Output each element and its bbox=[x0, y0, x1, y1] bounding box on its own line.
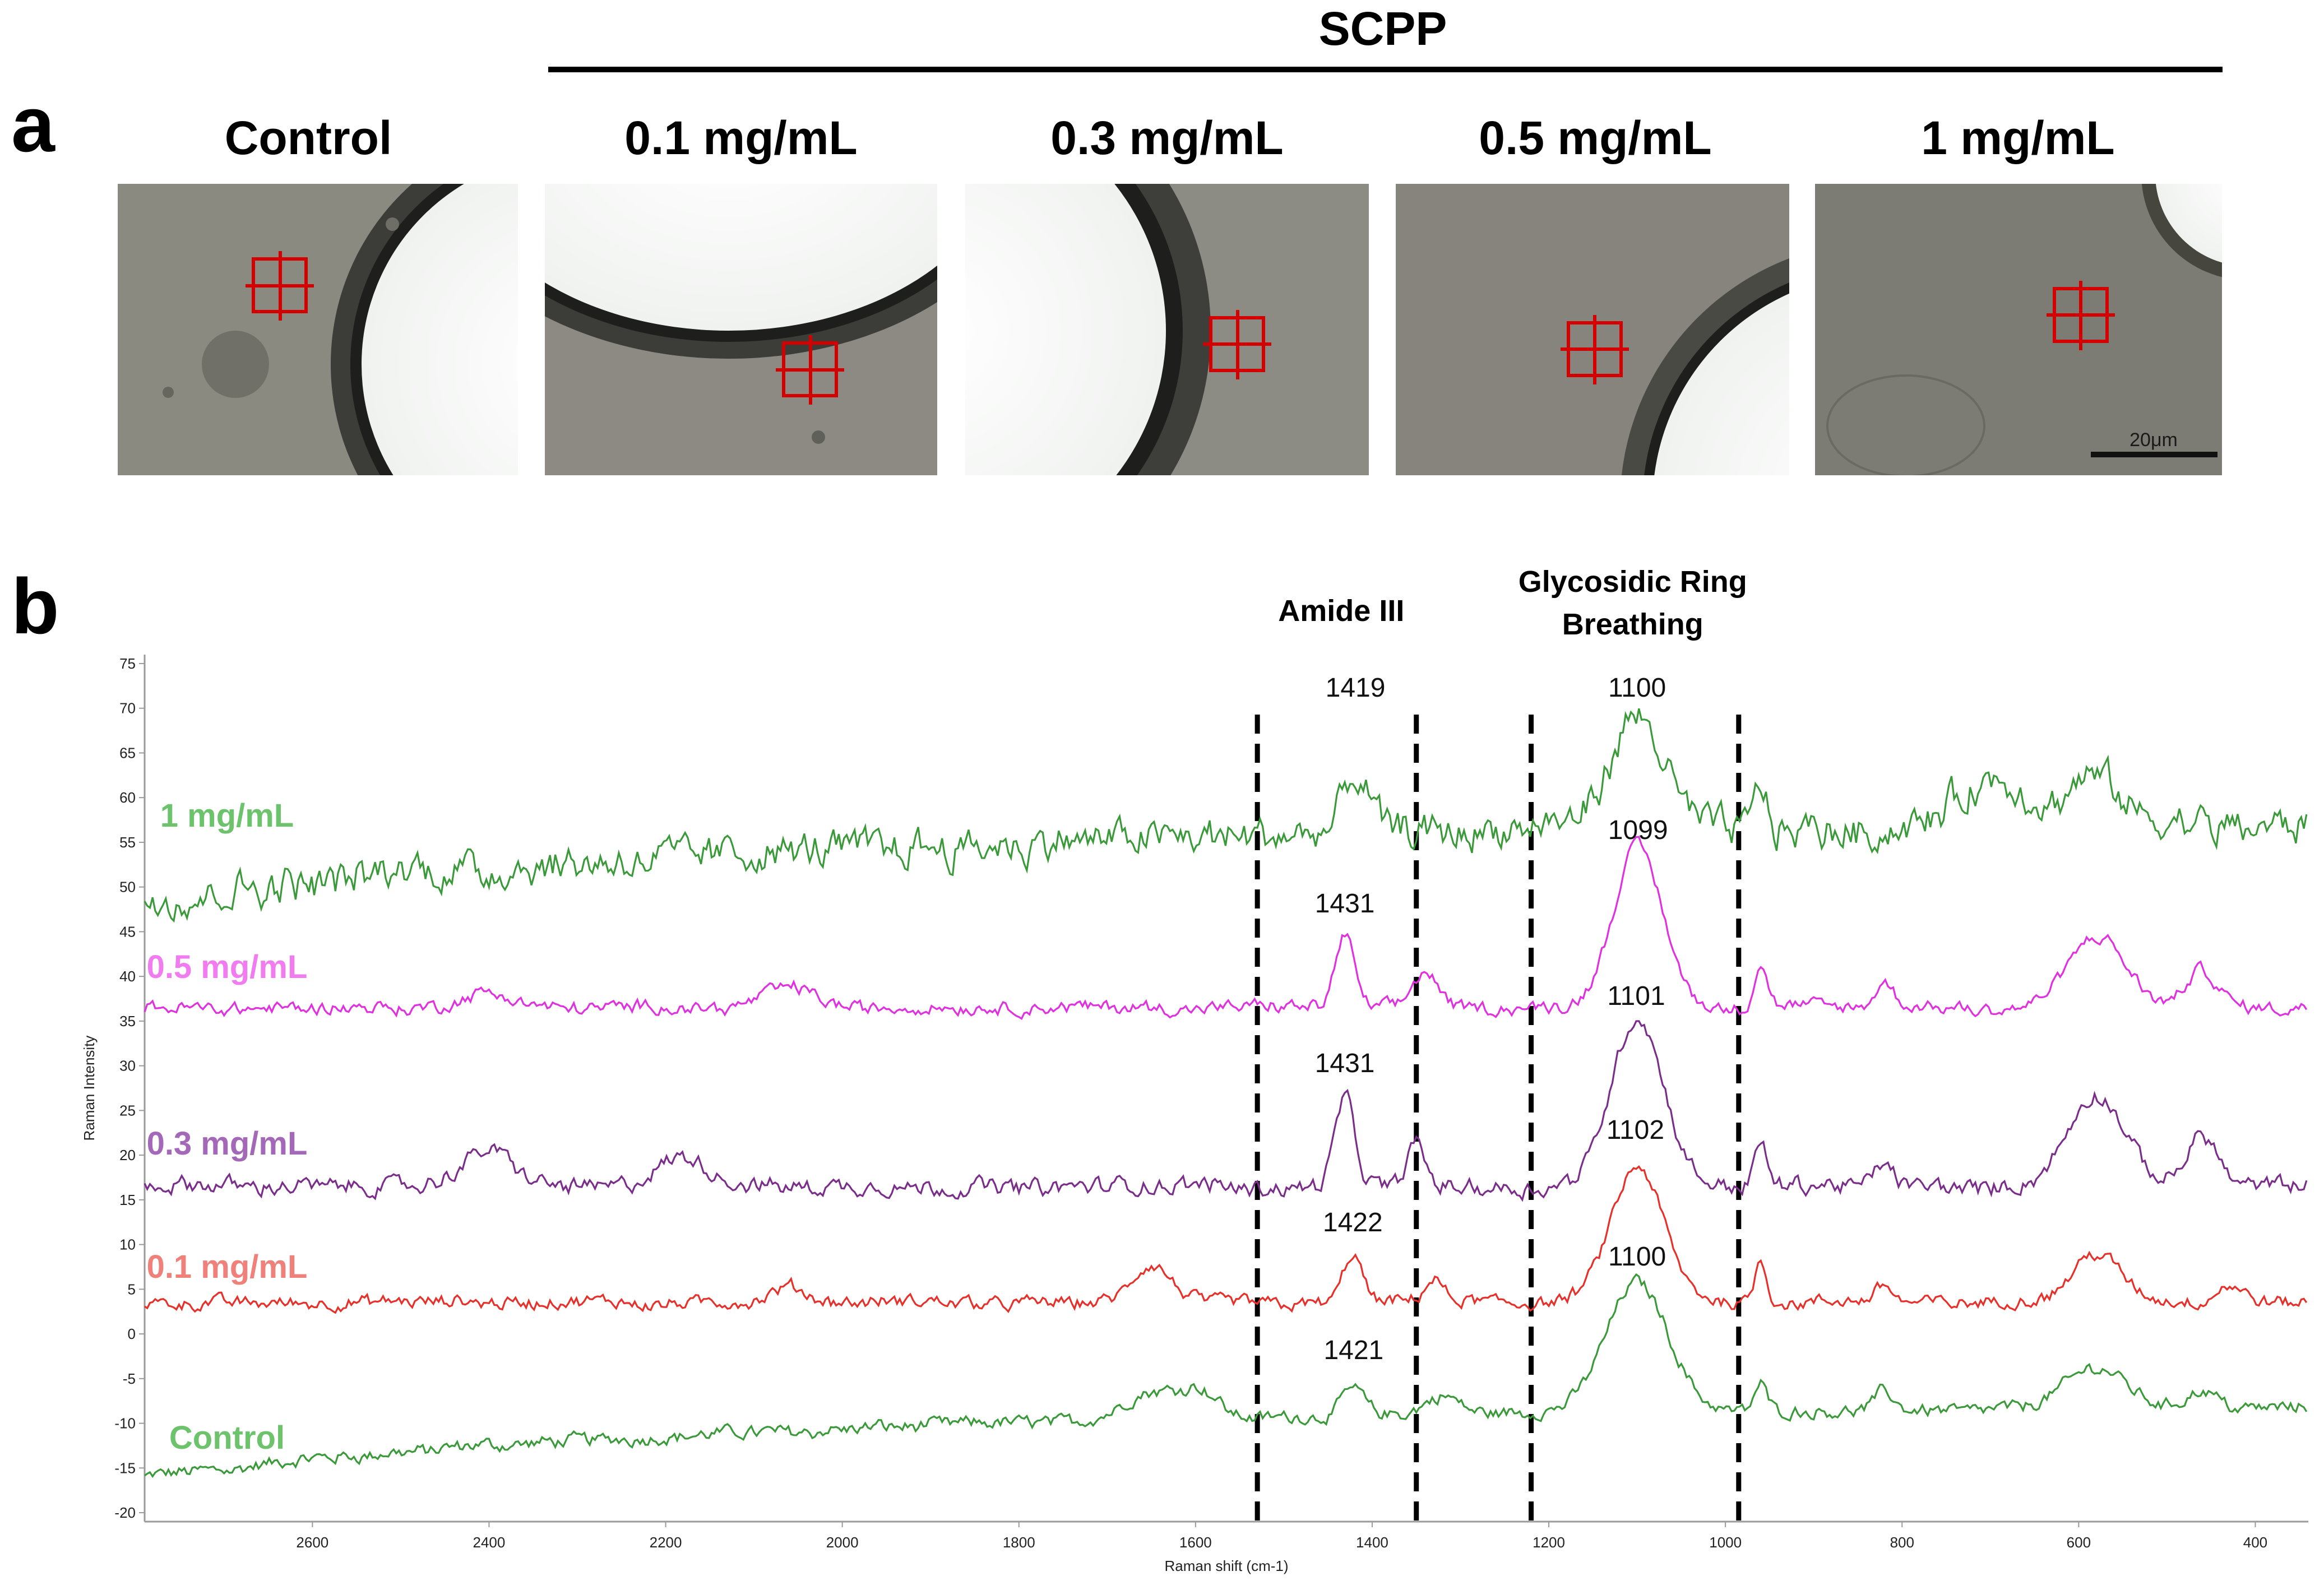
peak-annotation: 1431 bbox=[1315, 889, 1375, 919]
amide-iii-label: Amide III bbox=[1278, 594, 1404, 628]
y-tick-label: 35 bbox=[119, 1013, 136, 1030]
y-tick-label: -15 bbox=[114, 1459, 136, 1476]
crosshair-1 bbox=[2047, 281, 2115, 350]
micrograph-0-5 bbox=[1396, 184, 1789, 475]
panel-a-label: a bbox=[11, 80, 55, 168]
x-tick-label: 2400 bbox=[473, 1534, 506, 1551]
scpp-label: SCPP bbox=[1319, 2, 1447, 55]
glycosidic-ring-label: Glycosidic Ring bbox=[1519, 565, 1747, 599]
series-line bbox=[144, 1165, 2308, 1314]
x-tick-label: 1800 bbox=[1003, 1534, 1035, 1551]
crosshair-0-5 bbox=[1561, 315, 1629, 384]
image-label-0-5: 0.5 mg/mL bbox=[1479, 112, 1711, 164]
y-axis-label: Raman Intensity bbox=[81, 1036, 98, 1141]
breathing-label: Breathing bbox=[1562, 608, 1703, 641]
peak-annotation: 1421 bbox=[1323, 1336, 1383, 1365]
panel-b-label: b bbox=[11, 562, 59, 650]
y-tick-label: 45 bbox=[119, 923, 136, 940]
series-label: 1 mg/mL bbox=[160, 798, 294, 834]
y-tick-label: 20 bbox=[119, 1147, 136, 1163]
series-line bbox=[143, 1020, 2308, 1202]
y-tick-label: 50 bbox=[119, 879, 136, 896]
y-tick-label: 25 bbox=[119, 1102, 136, 1119]
y-tick-label: 55 bbox=[119, 834, 136, 851]
x-tick-label: 1200 bbox=[1533, 1534, 1565, 1551]
x-tick-label: 600 bbox=[2067, 1534, 2091, 1551]
series-label: Control bbox=[169, 1420, 285, 1456]
x-tick-label: 400 bbox=[2243, 1534, 2267, 1551]
x-tick-label: 1000 bbox=[1709, 1534, 1742, 1551]
micrograph-1: 20μm bbox=[1815, 184, 2222, 475]
peak-annotation: 1100 bbox=[1608, 1242, 1666, 1272]
y-tick-label: 30 bbox=[119, 1058, 136, 1074]
y-tick-label: 0 bbox=[128, 1325, 136, 1342]
x-axis-label: Raman shift (cm-1) bbox=[1164, 1557, 1288, 1574]
y-tick-label: 15 bbox=[119, 1192, 136, 1208]
y-tick-label: 70 bbox=[119, 700, 136, 717]
y-tick-label: 60 bbox=[119, 789, 136, 806]
y-tick-label: 65 bbox=[119, 744, 136, 761]
series-line bbox=[143, 708, 2308, 923]
y-tick-label: -5 bbox=[123, 1370, 136, 1387]
series-label: 0.1 mg/mL bbox=[147, 1249, 308, 1285]
raman-chart: 757065605550454035302520151050-5-10-15-2… bbox=[81, 565, 2308, 1574]
image-label-1: 1 mg/mL bbox=[1921, 112, 2114, 164]
y-tick-label: 5 bbox=[128, 1281, 136, 1297]
image-label-0-3: 0.3 mg/mL bbox=[1050, 112, 1283, 164]
peak-annotation: 1422 bbox=[1323, 1208, 1383, 1237]
y-tick-label: 40 bbox=[119, 968, 136, 985]
series-line bbox=[143, 836, 2308, 1021]
x-tick-label: 2000 bbox=[826, 1534, 859, 1551]
micrograph-0-1 bbox=[545, 184, 937, 475]
crosshair-0-3 bbox=[1203, 310, 1271, 379]
crosshair-control bbox=[246, 251, 314, 321]
peak-annotation: 1419 bbox=[1326, 673, 1386, 703]
series-label: 0.3 mg/mL bbox=[147, 1125, 308, 1162]
peak-annotation: 1099 bbox=[1608, 815, 1668, 845]
y-tick-label: -20 bbox=[114, 1504, 136, 1521]
x-tick-label: 1600 bbox=[1179, 1534, 1212, 1551]
x-tick-label: 2200 bbox=[650, 1534, 682, 1551]
image-label-control: Control bbox=[225, 112, 392, 164]
micrograph-control bbox=[118, 184, 518, 475]
peak-annotation: 1431 bbox=[1315, 1049, 1375, 1078]
y-tick-label: 75 bbox=[119, 655, 136, 672]
y-tick-label: -10 bbox=[114, 1415, 136, 1432]
x-tick-label: 2600 bbox=[296, 1534, 328, 1551]
y-tick-label: 10 bbox=[119, 1236, 136, 1253]
crosshair-0-1 bbox=[776, 335, 844, 405]
peak-annotation: 1101 bbox=[1607, 981, 1665, 1011]
image-label-0-1: 0.1 mg/mL bbox=[624, 112, 857, 164]
x-tick-label: 800 bbox=[1890, 1534, 1914, 1551]
peak-annotation: 1100 bbox=[1608, 673, 1666, 703]
x-tick-label: 1400 bbox=[1356, 1534, 1388, 1551]
micrograph-0-3 bbox=[965, 184, 1369, 475]
scale-bar-label: 20μm bbox=[2129, 429, 2178, 451]
series-label: 0.5 mg/mL bbox=[147, 949, 308, 985]
series-line bbox=[144, 1273, 2308, 1478]
peak-annotation: 1102 bbox=[1607, 1115, 1664, 1145]
